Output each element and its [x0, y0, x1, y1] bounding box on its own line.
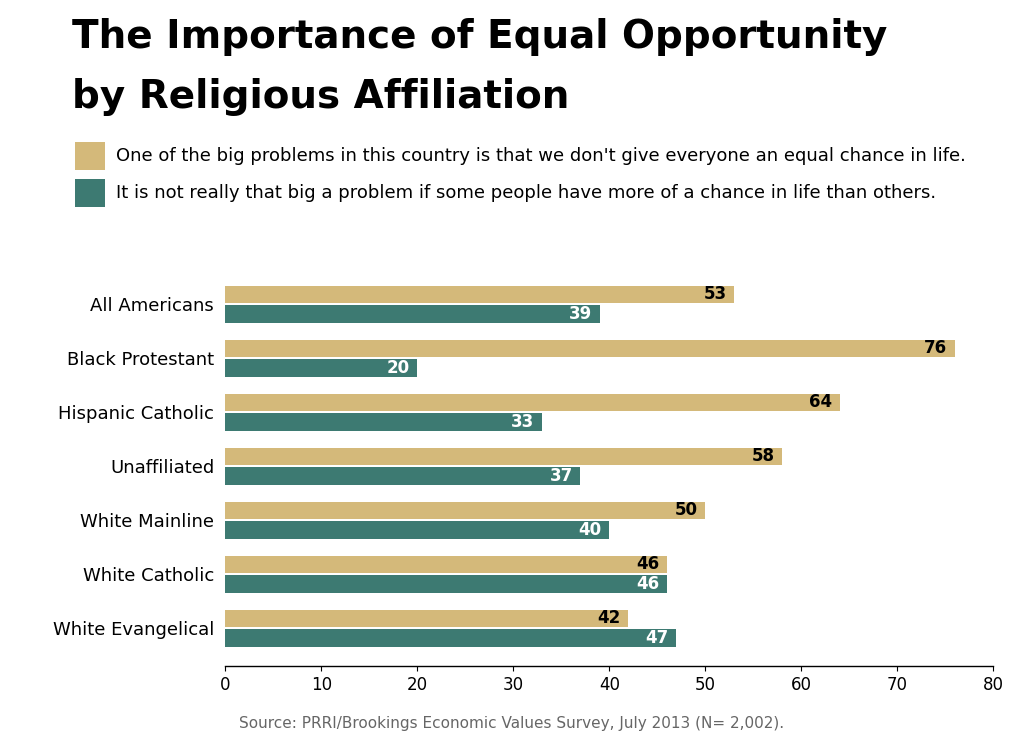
- Bar: [225, 521, 609, 539]
- Bar: [225, 467, 581, 485]
- Text: One of the big problems in this country is that we don't give everyone an equal : One of the big problems in this country …: [116, 147, 966, 165]
- Bar: [225, 448, 782, 465]
- Text: 47: 47: [645, 629, 669, 647]
- Text: 50: 50: [675, 502, 697, 519]
- Bar: [225, 360, 418, 377]
- Bar: [225, 502, 706, 519]
- Bar: [225, 340, 955, 357]
- Text: by Religious Affiliation: by Religious Affiliation: [72, 78, 569, 115]
- Text: 46: 46: [636, 556, 659, 574]
- Bar: [225, 306, 600, 323]
- Bar: [225, 413, 542, 431]
- Bar: [225, 610, 629, 627]
- Text: The Importance of Equal Opportunity: The Importance of Equal Opportunity: [72, 18, 887, 56]
- Text: 53: 53: [703, 286, 726, 303]
- Text: 46: 46: [636, 575, 659, 593]
- Text: 58: 58: [752, 448, 774, 465]
- Bar: [225, 286, 734, 303]
- Bar: [225, 394, 840, 411]
- Text: 33: 33: [511, 413, 535, 431]
- Text: 39: 39: [568, 305, 592, 323]
- Text: It is not really that big a problem if some people have more of a chance in life: It is not really that big a problem if s…: [116, 184, 936, 202]
- Bar: [225, 556, 667, 573]
- Bar: [225, 575, 667, 593]
- Text: 20: 20: [386, 359, 410, 377]
- Text: 76: 76: [924, 340, 947, 357]
- Text: 42: 42: [598, 610, 621, 628]
- Text: 40: 40: [579, 521, 602, 539]
- Text: Source: PRRI/Brookings Economic Values Survey, July 2013 (N= 2,002).: Source: PRRI/Brookings Economic Values S…: [240, 716, 784, 731]
- Text: 37: 37: [550, 467, 572, 485]
- Bar: [225, 629, 677, 647]
- Text: 64: 64: [809, 394, 833, 411]
